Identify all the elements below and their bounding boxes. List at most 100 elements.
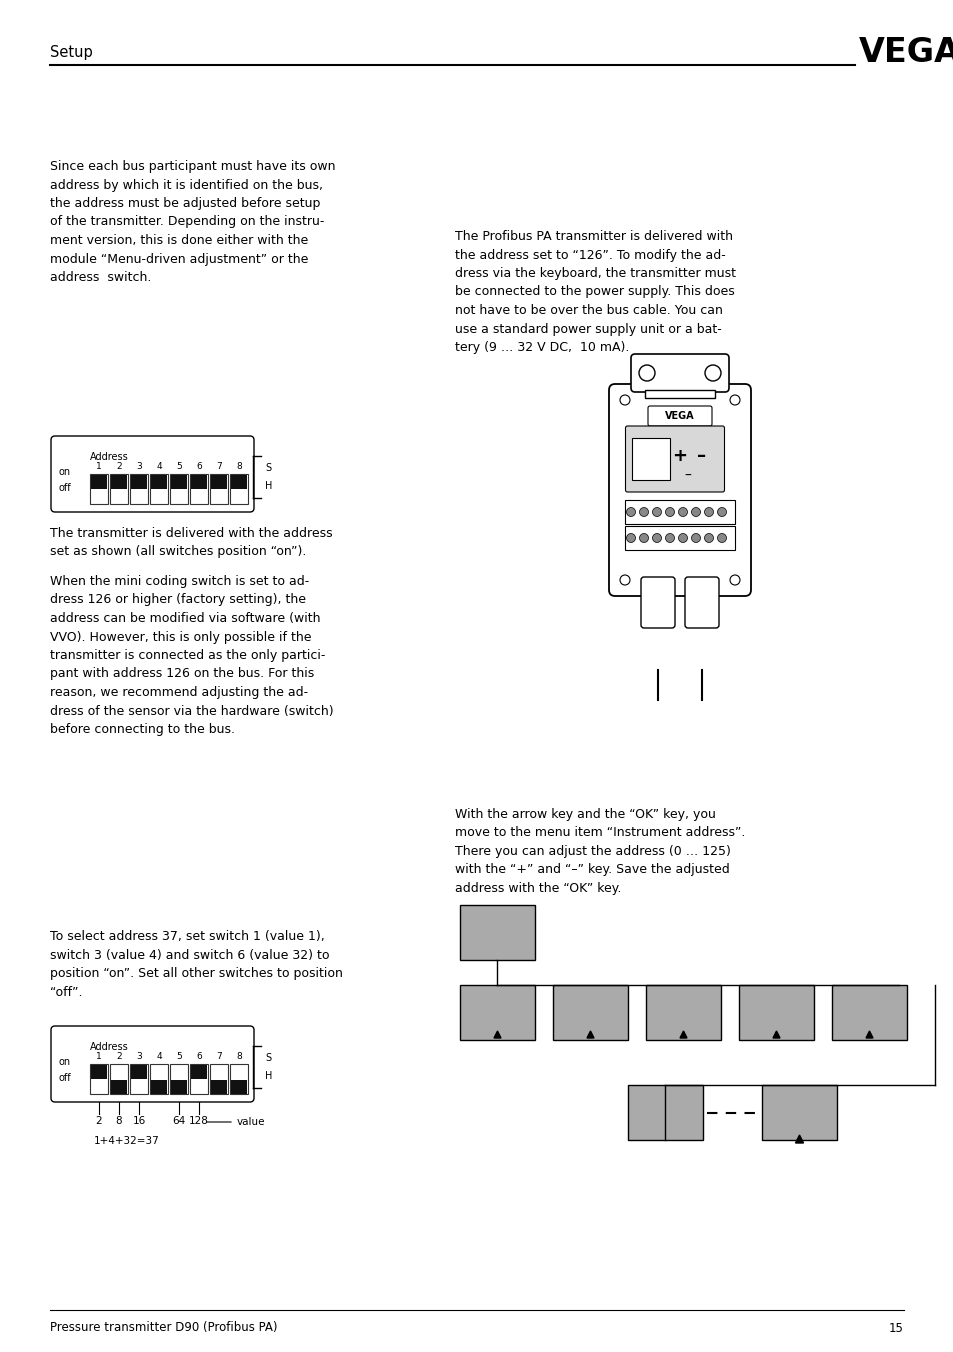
Bar — [151, 475, 167, 489]
Bar — [761, 1086, 836, 1140]
Text: With the arrow key and the “OK” key, you
move to the menu item “Instrument addre: With the arrow key and the “OK” key, you… — [455, 808, 744, 895]
FancyBboxPatch shape — [51, 1026, 253, 1102]
Bar — [90, 1064, 108, 1094]
Polygon shape — [865, 1032, 872, 1038]
Circle shape — [703, 507, 713, 516]
Text: Address: Address — [90, 452, 129, 462]
Polygon shape — [795, 1134, 802, 1142]
Bar — [171, 1080, 187, 1094]
Circle shape — [626, 507, 635, 516]
Bar — [110, 475, 128, 504]
FancyBboxPatch shape — [647, 406, 711, 426]
Polygon shape — [494, 1032, 500, 1038]
Circle shape — [652, 534, 660, 542]
Circle shape — [729, 575, 740, 585]
Bar — [644, 389, 714, 397]
Circle shape — [639, 507, 648, 516]
Circle shape — [703, 534, 713, 542]
Bar — [150, 1064, 168, 1094]
Bar — [171, 475, 187, 489]
FancyBboxPatch shape — [608, 384, 750, 596]
Bar — [624, 526, 734, 550]
Bar — [90, 475, 108, 504]
Bar — [151, 1080, 167, 1094]
Text: on: on — [59, 466, 71, 477]
Bar — [739, 986, 813, 1040]
Text: 2: 2 — [116, 462, 122, 470]
Bar — [632, 438, 670, 480]
FancyBboxPatch shape — [51, 435, 253, 512]
Bar — [553, 986, 627, 1040]
Bar — [170, 1064, 188, 1094]
Text: –: – — [697, 448, 705, 465]
Text: 2: 2 — [116, 1052, 122, 1061]
Circle shape — [717, 507, 726, 516]
Bar — [191, 1065, 207, 1079]
Text: 6: 6 — [196, 1052, 202, 1061]
Bar — [191, 475, 207, 489]
Bar — [231, 475, 247, 489]
Text: 3: 3 — [136, 1052, 142, 1061]
Text: VEGA: VEGA — [664, 411, 694, 420]
Text: –: – — [683, 469, 690, 483]
Circle shape — [619, 395, 629, 406]
Text: S: S — [265, 462, 271, 473]
Text: off: off — [58, 1073, 71, 1083]
Circle shape — [717, 534, 726, 542]
Text: 1: 1 — [96, 462, 102, 470]
Circle shape — [665, 507, 674, 516]
Bar — [131, 1065, 147, 1079]
Text: 8: 8 — [236, 462, 242, 470]
Bar — [130, 1064, 148, 1094]
Text: H: H — [265, 1071, 273, 1082]
Bar — [459, 904, 535, 960]
Bar — [190, 475, 208, 504]
Circle shape — [704, 365, 720, 381]
FancyBboxPatch shape — [640, 577, 675, 627]
Bar — [190, 1064, 208, 1094]
Bar — [211, 1080, 227, 1094]
Text: Since each bus participant must have its own
address by which it is identified o: Since each bus participant must have its… — [50, 160, 335, 284]
FancyBboxPatch shape — [630, 354, 728, 392]
Text: Address: Address — [90, 1042, 129, 1052]
Bar — [130, 475, 148, 504]
Text: The transmitter is delivered with the address
set as shown (all switches positio: The transmitter is delivered with the ad… — [50, 527, 333, 558]
Bar — [230, 1064, 248, 1094]
Bar — [210, 475, 228, 504]
Text: Pressure transmitter D90 (Profibus PA): Pressure transmitter D90 (Profibus PA) — [50, 1321, 277, 1334]
Circle shape — [639, 365, 655, 381]
Bar — [91, 1065, 107, 1079]
Text: 8: 8 — [236, 1052, 242, 1061]
Bar — [150, 475, 168, 504]
Bar — [230, 475, 248, 504]
Text: 64: 64 — [172, 1115, 186, 1126]
Bar — [91, 475, 107, 489]
Text: 1+4+32=37: 1+4+32=37 — [94, 1136, 159, 1146]
Text: When the mini coding switch is set to ad-
dress 126 or higher (factory setting),: When the mini coding switch is set to ad… — [50, 575, 334, 735]
Text: on: on — [59, 1057, 71, 1067]
FancyBboxPatch shape — [625, 426, 723, 492]
Text: 1: 1 — [96, 1052, 102, 1061]
Circle shape — [639, 534, 648, 542]
Text: H: H — [265, 481, 273, 491]
Bar — [459, 986, 535, 1040]
Circle shape — [619, 575, 629, 585]
Bar — [645, 986, 720, 1040]
Text: 2: 2 — [95, 1115, 102, 1126]
Polygon shape — [679, 1032, 686, 1038]
Text: +: + — [671, 448, 686, 465]
Bar — [231, 1080, 247, 1094]
Circle shape — [626, 534, 635, 542]
Text: S: S — [265, 1053, 271, 1063]
Text: value: value — [236, 1117, 265, 1128]
Bar — [110, 1064, 128, 1094]
FancyBboxPatch shape — [684, 577, 719, 627]
Text: 5: 5 — [176, 1052, 182, 1061]
Bar — [211, 475, 227, 489]
Bar — [210, 1064, 228, 1094]
Bar — [627, 1086, 702, 1140]
Circle shape — [691, 534, 700, 542]
Circle shape — [691, 507, 700, 516]
Bar — [111, 1080, 127, 1094]
Bar — [111, 475, 127, 489]
